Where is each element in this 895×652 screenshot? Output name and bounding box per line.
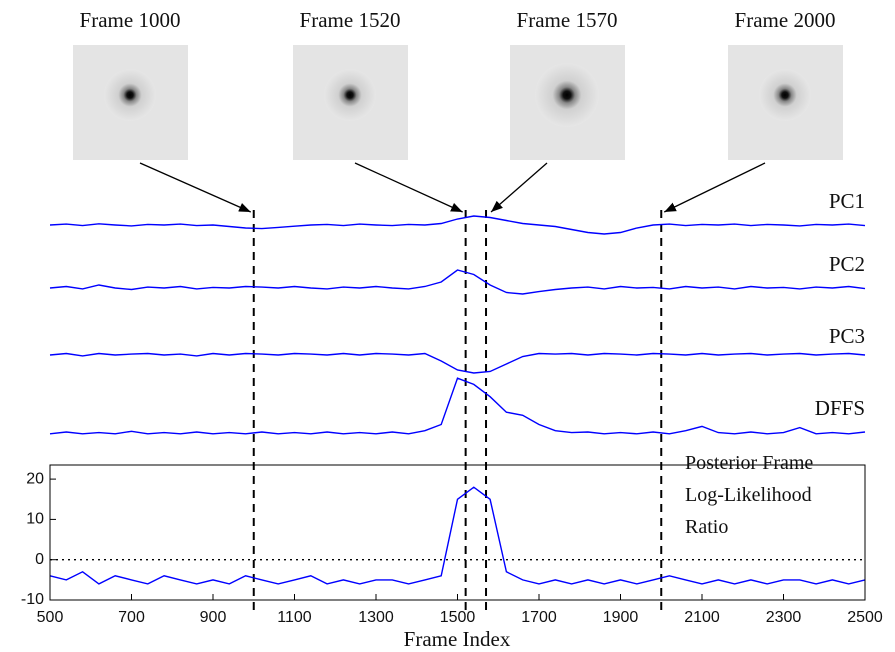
- y-tick-label: 0: [35, 551, 44, 568]
- x-tick-label: 1100: [277, 609, 312, 626]
- y-tick-label: 10: [26, 511, 44, 528]
- series-line: [49, 215, 866, 235]
- series-label: PC3: [829, 324, 865, 348]
- series-line: [49, 352, 866, 374]
- series-label: Posterior Frame Log-Likelihood Ratio: [685, 452, 814, 538]
- x-tick-label: 2300: [766, 609, 802, 626]
- frame-blob: [759, 69, 811, 121]
- x-tick-label: 2500: [847, 609, 883, 626]
- y-tick-label: 20: [26, 470, 44, 487]
- x-tick-label: 2100: [684, 609, 720, 626]
- arrow: [490, 162, 548, 213]
- x-axis-label: Frame Index: [404, 627, 511, 651]
- y-tick-label: -10: [21, 591, 44, 608]
- series-label: PC2: [829, 252, 865, 276]
- frame-blob: [535, 63, 599, 127]
- x-tick-label: 1900: [603, 609, 639, 626]
- arrow: [139, 162, 252, 213]
- series-label: DFFS: [815, 396, 865, 420]
- image-title: Frame 1000: [80, 8, 181, 32]
- frame-blob: [104, 69, 156, 121]
- x-tick-label: 1300: [358, 609, 394, 626]
- x-tick-label: 1500: [440, 609, 476, 626]
- arrow: [663, 162, 766, 213]
- x-tick-label: 500: [37, 609, 64, 626]
- series-label: PC1: [829, 189, 865, 213]
- series-line: [49, 486, 866, 585]
- image-title: Frame 1520: [300, 8, 401, 32]
- image-title: Frame 2000: [735, 8, 836, 32]
- arrow: [354, 162, 463, 213]
- x-tick-label: 1700: [521, 609, 557, 626]
- image-title: Frame 1570: [517, 8, 618, 32]
- frame-blob: [324, 69, 376, 121]
- series-line: [49, 377, 866, 435]
- series-line: [49, 269, 866, 295]
- x-tick-label: 700: [118, 609, 145, 626]
- x-tick-label: 900: [200, 609, 227, 626]
